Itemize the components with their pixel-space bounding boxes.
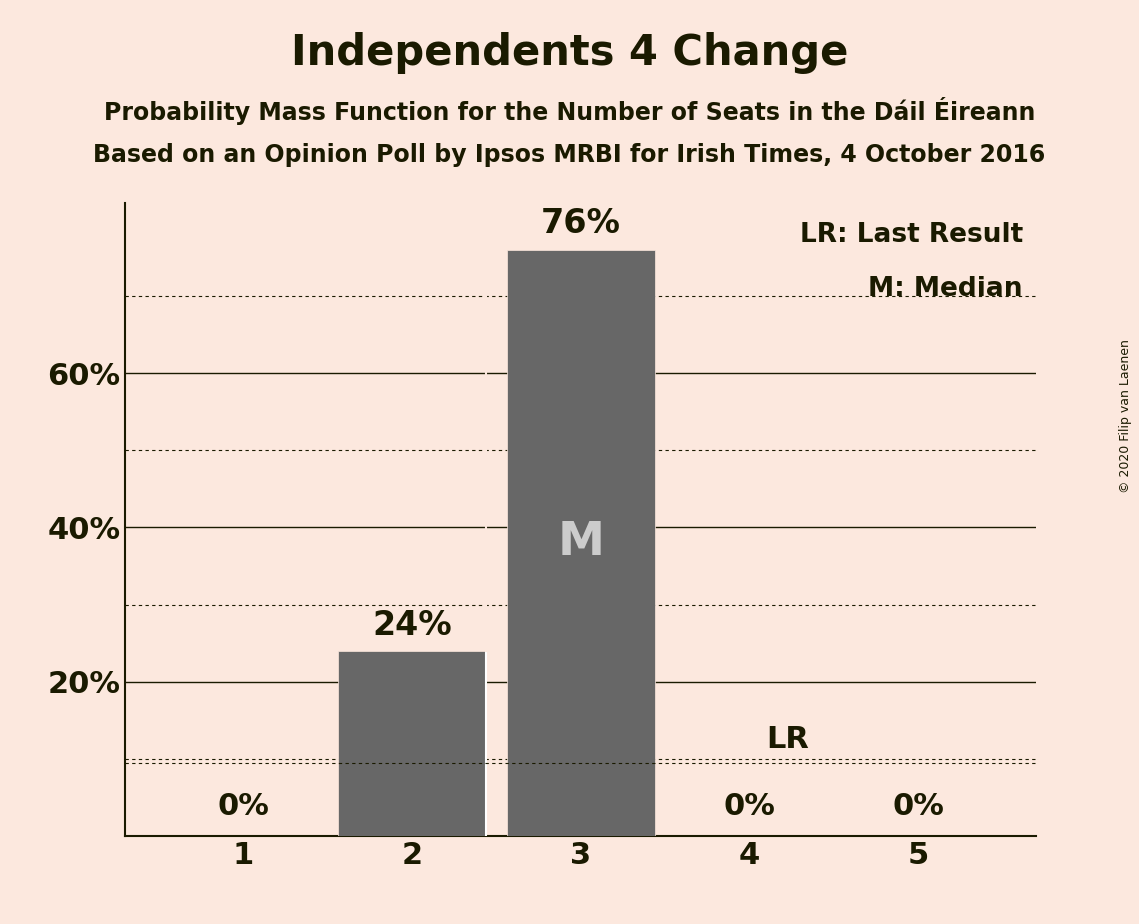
Bar: [507, 249, 655, 836]
Text: Probability Mass Function for the Number of Seats in the Dáil Éireann: Probability Mass Function for the Number…: [104, 97, 1035, 125]
Text: 0%: 0%: [723, 792, 776, 821]
Text: Based on an Opinion Poll by Ipsos MRBI for Irish Times, 4 October 2016: Based on an Opinion Poll by Ipsos MRBI f…: [93, 143, 1046, 167]
Bar: [338, 651, 486, 836]
Text: 0%: 0%: [218, 792, 269, 821]
Text: LR: LR: [767, 724, 810, 754]
Text: 0%: 0%: [893, 792, 944, 821]
Text: 76%: 76%: [541, 207, 621, 240]
Text: © 2020 Filip van Laenen: © 2020 Filip van Laenen: [1118, 339, 1132, 492]
Text: 24%: 24%: [372, 609, 452, 641]
Text: M: M: [557, 520, 605, 565]
Text: Independents 4 Change: Independents 4 Change: [290, 32, 849, 74]
Text: M: Median: M: Median: [868, 276, 1023, 302]
Text: LR: Last Result: LR: Last Result: [800, 223, 1023, 249]
